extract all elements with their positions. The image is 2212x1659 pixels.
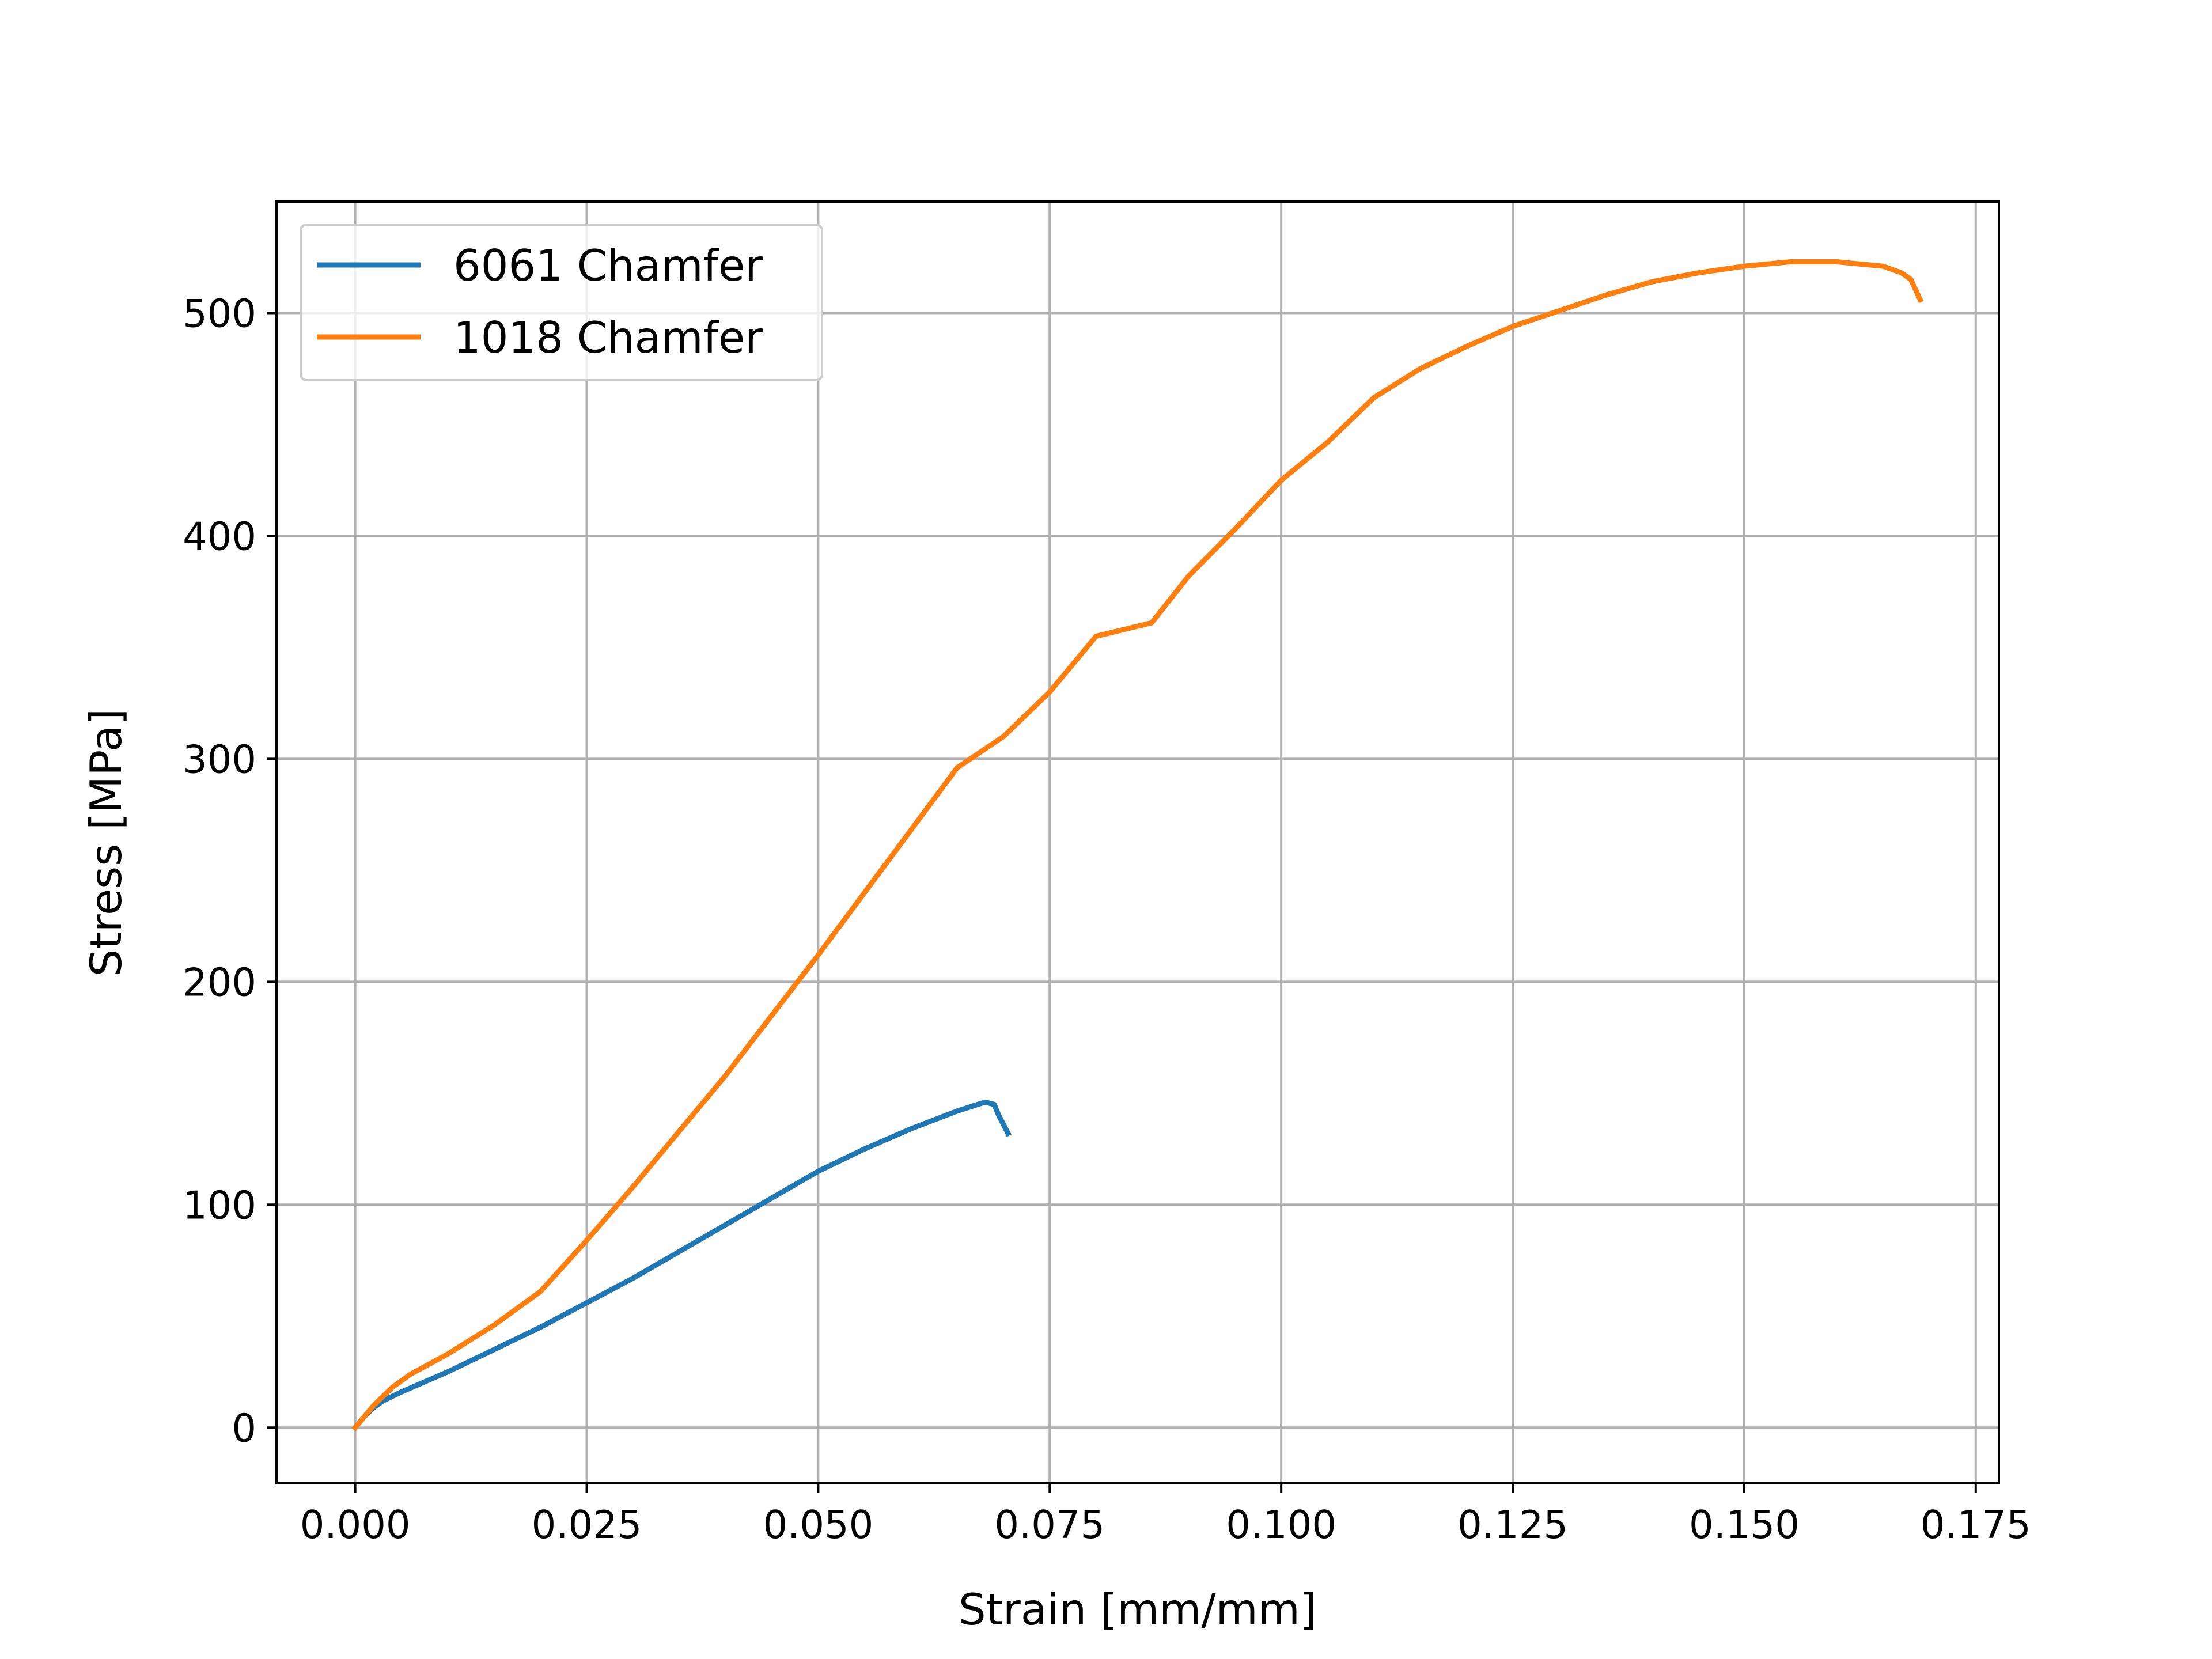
x-tick-label: 0.075: [994, 1502, 1105, 1547]
x-tick-label: 0.050: [763, 1502, 873, 1547]
x-axis-label: Strain [mm/mm]: [959, 1584, 1317, 1635]
series-line-2: [351, 259, 1924, 1431]
grid-lines: [276, 202, 1999, 1483]
y-tick-label: 500: [183, 291, 256, 336]
x-tick-label: 0.125: [1457, 1502, 1568, 1547]
plot-frame: [275, 200, 2000, 1484]
series-line-1: [351, 1099, 1012, 1431]
y-axis-label: Stress [MPa]: [81, 709, 131, 976]
y-tick-label: 400: [183, 514, 256, 559]
y-tick-label: 100: [183, 1183, 256, 1228]
y-tick-label: 0: [232, 1406, 256, 1450]
data-series: [351, 259, 1924, 1431]
y-tick-label: 300: [183, 737, 256, 782]
legend-label-2: 1018 Chamfer: [453, 312, 763, 363]
x-tick-label: 0.025: [532, 1502, 642, 1547]
legend: 6061 Chamfer 1018 Chamfer: [300, 224, 823, 381]
x-tick-label: 0.175: [1921, 1502, 2031, 1547]
y-tick-label: 200: [183, 960, 256, 1005]
axis-ticks: 0.000 0.025 0.050 0.075 0.100 0.125 0.150 0.175…: [183, 291, 2031, 1547]
x-tick-label: 0.000: [300, 1502, 411, 1547]
x-tick-label: 0.150: [1689, 1502, 1800, 1547]
legend-box: [300, 224, 823, 381]
x-tick-label: 0.100: [1226, 1502, 1336, 1547]
legend-label-1: 6061 Chamfer: [453, 240, 763, 291]
